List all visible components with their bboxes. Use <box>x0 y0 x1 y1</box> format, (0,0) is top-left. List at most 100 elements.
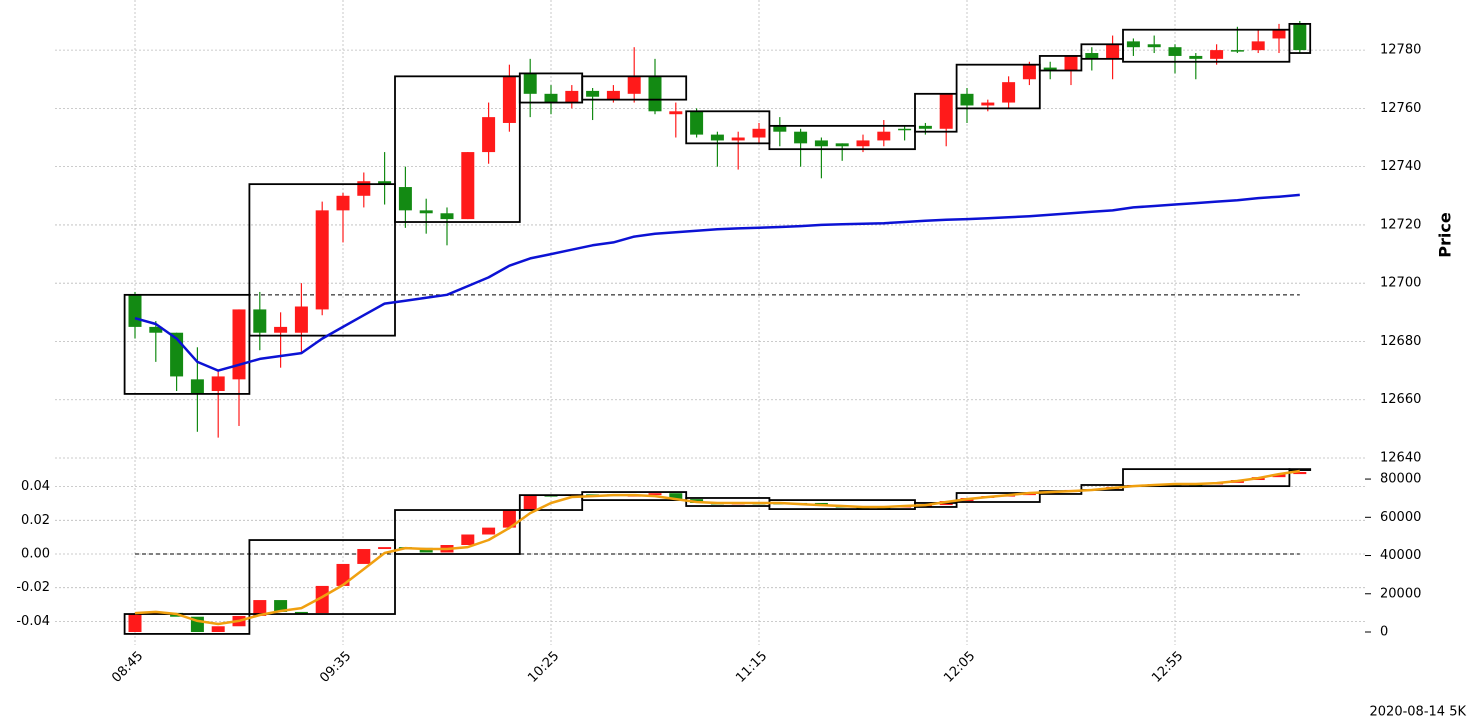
candle-body <box>565 90 579 103</box>
candle-body <box>690 111 704 135</box>
candle-body <box>315 585 329 614</box>
y-tick-label: 12700 <box>1380 276 1421 291</box>
range-box <box>768 124 916 151</box>
candle-body <box>752 128 766 138</box>
candle-body <box>710 134 724 141</box>
candle-body <box>128 614 142 632</box>
candle-body <box>981 102 995 106</box>
y-tick-label: 12760 <box>1380 101 1421 116</box>
candle-body <box>523 495 537 510</box>
range-box <box>1038 55 1083 72</box>
candle-body <box>274 600 288 612</box>
candle-body <box>294 611 308 614</box>
x-tick-label: 10:25 <box>525 649 562 686</box>
range-box <box>518 494 584 511</box>
y2-tick-label: 0 <box>1380 625 1388 640</box>
candle-body <box>960 93 974 106</box>
range-box <box>581 75 688 101</box>
y-tick-label: 0.00 <box>21 547 50 562</box>
candle-body <box>128 294 142 327</box>
candle-body <box>482 527 496 535</box>
candle-body <box>1272 474 1286 478</box>
candle-body <box>1085 53 1099 59</box>
candle-body <box>1147 44 1161 48</box>
y-tick-label: -0.04 <box>16 614 50 629</box>
candle-body <box>1293 471 1307 475</box>
y-tick-label: -0.02 <box>16 580 50 595</box>
y2-tick-label: 80000 <box>1380 472 1421 487</box>
range-box <box>1288 468 1312 471</box>
candle-body <box>482 117 496 153</box>
candle-body <box>211 376 225 391</box>
candle-body <box>253 600 267 616</box>
annotation: 2020-08-14 5K <box>1370 705 1467 720</box>
y2-tick-label: 60000 <box>1380 510 1421 525</box>
candle-body <box>627 76 641 94</box>
candle-body <box>440 213 454 220</box>
range-box <box>955 63 1041 110</box>
candle-body <box>918 125 932 129</box>
candle-body <box>669 493 683 500</box>
y-tick-label: 12740 <box>1380 159 1421 174</box>
y2-tick-label: 40000 <box>1380 548 1421 563</box>
candle-body <box>378 547 392 550</box>
candle-body <box>315 210 329 310</box>
candle-body <box>294 306 308 333</box>
y-tick-label: 12780 <box>1380 43 1421 58</box>
x-tick-label: 12:55 <box>1149 649 1186 686</box>
candle-body <box>1168 47 1182 56</box>
candle-body <box>523 73 537 94</box>
candle-body <box>648 493 662 496</box>
range-box <box>955 492 1041 503</box>
candle-body <box>1002 82 1016 103</box>
candle-body <box>544 93 558 103</box>
candle-body <box>232 309 246 380</box>
candle-body <box>1106 44 1120 59</box>
candle-body <box>1230 50 1244 52</box>
candle-body <box>898 128 912 131</box>
candle-body <box>502 76 516 123</box>
candle-body <box>461 152 475 220</box>
range-box <box>1122 468 1291 488</box>
y-tick-label: 12680 <box>1380 334 1421 349</box>
candle-body <box>502 509 516 528</box>
range-box <box>1288 22 1312 54</box>
candle-body <box>586 90 600 97</box>
candle-body <box>648 76 662 112</box>
candle-body <box>1251 41 1265 51</box>
candle-body <box>1043 67 1057 71</box>
candle-body <box>1189 55 1203 59</box>
x-tick-label: 12:05 <box>941 649 978 686</box>
x-tick-label: 08:45 <box>109 649 146 686</box>
candle-body <box>398 187 412 211</box>
y-tick-label: 12660 <box>1380 392 1421 407</box>
candle-body <box>357 549 371 564</box>
candle-body <box>253 309 267 333</box>
candle-body <box>1293 23 1307 51</box>
candle-body <box>1022 64 1036 80</box>
x-tick-label: 11:15 <box>733 649 770 686</box>
x-tick-label: 09:35 <box>317 649 354 686</box>
candle-body <box>877 131 891 141</box>
candle-body <box>378 181 392 185</box>
y-axis-label: Price <box>1436 212 1455 258</box>
candle-body <box>814 140 828 147</box>
y2-tick-label: 20000 <box>1380 586 1421 601</box>
y-tick-label: 0.02 <box>21 513 50 528</box>
y-tick-label: 12640 <box>1380 451 1421 466</box>
candle-body <box>461 534 475 546</box>
candle-body <box>939 93 953 129</box>
range-box <box>248 539 396 615</box>
candle-body <box>794 131 808 144</box>
candle-body <box>773 125 787 132</box>
y-tick-label: 12720 <box>1380 217 1421 232</box>
candle-body <box>1272 29 1286 39</box>
range-box <box>123 613 251 635</box>
range-box <box>394 509 521 555</box>
candle-body <box>274 326 288 333</box>
candle-body <box>835 143 849 147</box>
candle-body <box>190 379 204 394</box>
candle-body <box>211 626 225 632</box>
range-box <box>914 92 958 133</box>
